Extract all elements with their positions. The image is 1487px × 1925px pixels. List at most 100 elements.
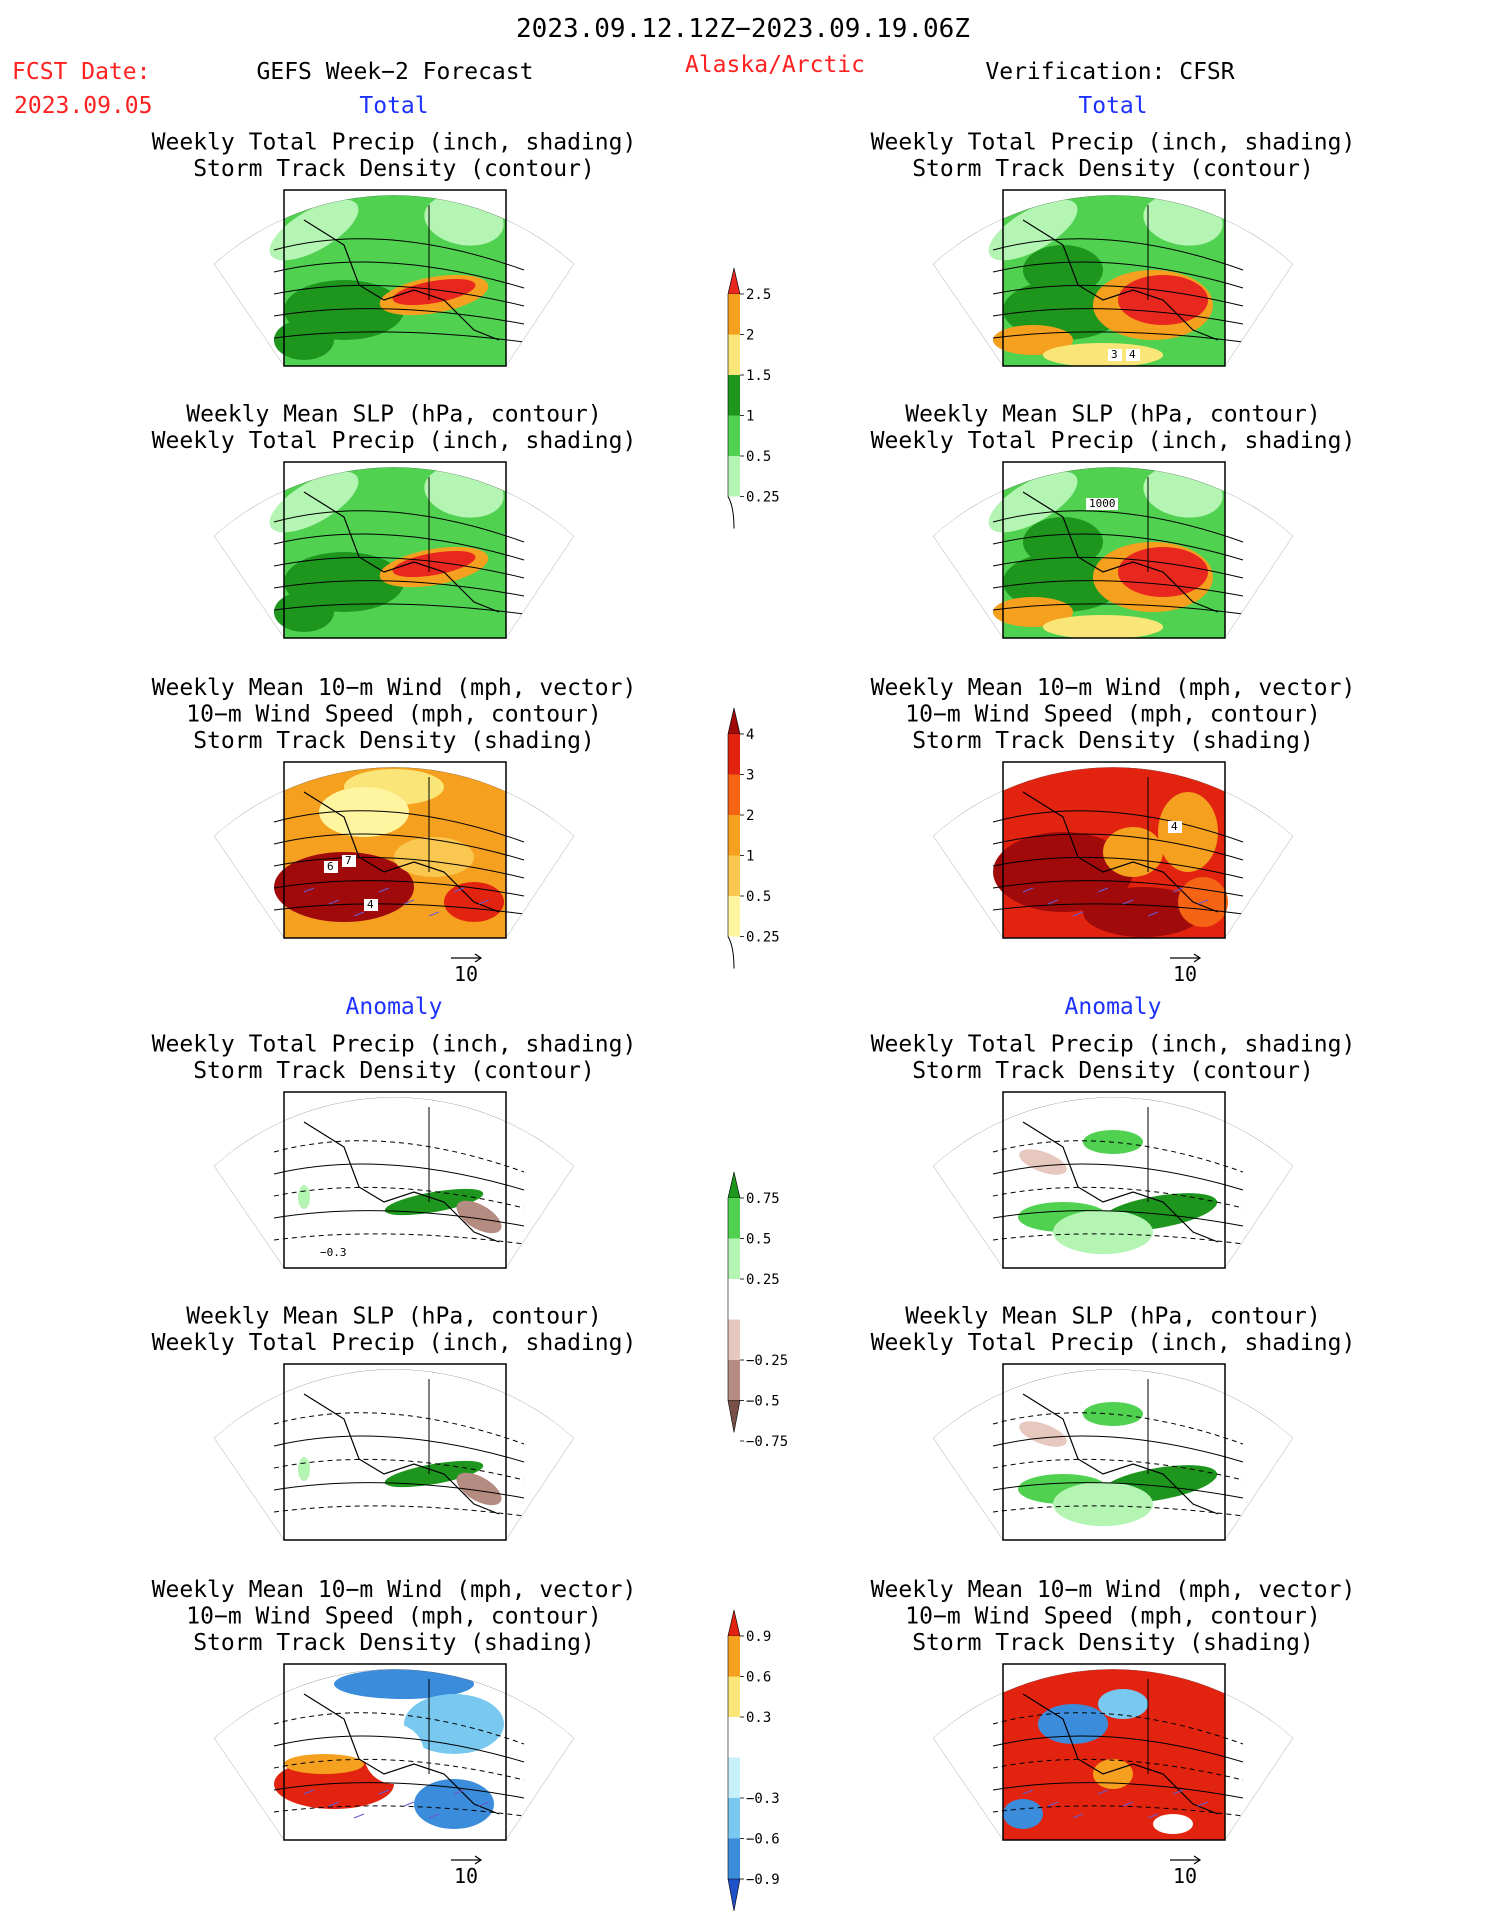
panel-title: Storm Track Density (contour): [193, 156, 595, 182]
colorbar-anom-storm: 0.9 0.6 0.3 −0.3 −0.6 −0.9: [727, 1609, 780, 1912]
colorbar-tick-label: 1: [746, 409, 754, 425]
colorbar-tick-label: −0.75: [746, 1434, 788, 1450]
map-panel: Weekly Mean SLP (hPa, contour)Weekly Tot…: [871, 402, 1356, 639]
map-panel: Weekly Mean 10−m Wind (mph, vector)10−m …: [152, 675, 637, 986]
map-plot: 4: [933, 761, 1293, 939]
contour-label: 3: [1108, 348, 1122, 361]
contour-label: −0.3: [317, 1246, 349, 1259]
panel-title: Weekly Total Precip (inch, shading): [152, 1032, 637, 1058]
panel-title: Weekly Mean 10−m Wind (mph, vector): [152, 1577, 637, 1603]
section-anomaly-right: Anomaly: [1065, 994, 1162, 1020]
contour-label: 1000: [1086, 497, 1118, 510]
colorbar-total-storm: 4 3 2 1 0.5 0.25: [727, 707, 780, 969]
map-plot: [933, 1663, 1293, 1841]
panel-title: Weekly Mean SLP (hPa, contour): [905, 402, 1320, 428]
colorbar-tick-label: −0.9: [746, 1872, 780, 1888]
map-plot: [214, 1363, 574, 1541]
verification-title: Verification: CFSR: [985, 59, 1234, 85]
svg-text:4: 4: [367, 898, 374, 911]
panel-title: Storm Track Density (shading): [912, 1630, 1314, 1656]
colorbar-tick-label: 0.75: [746, 1191, 780, 1207]
map-panel: Weekly Mean 10−m Wind (mph, vector)10−m …: [152, 1577, 637, 1888]
panel-title: Weekly Mean SLP (hPa, contour): [186, 402, 601, 428]
panel-title: 10−m Wind Speed (mph, contour): [905, 1604, 1320, 1630]
colorbar-tick-label: 1.5: [746, 368, 771, 384]
map-panel: Weekly Mean SLP (hPa, contour)Weekly Tot…: [871, 1304, 1356, 1541]
colorbar-tick-label: 2: [746, 328, 754, 344]
panel-title: Weekly Total Precip (inch, shading): [871, 130, 1356, 156]
vector-ref-label: 10: [454, 1864, 478, 1888]
contour-label: 4: [1126, 348, 1140, 361]
svg-text:7: 7: [345, 854, 352, 867]
panel-title: Storm Track Density (contour): [912, 156, 1314, 182]
panel-title: Weekly Total Precip (inch, shading): [152, 130, 637, 156]
svg-text:3: 3: [1111, 348, 1118, 361]
panel-title: 10−m Wind Speed (mph, contour): [186, 1604, 601, 1630]
contour-label: 4: [1168, 820, 1182, 833]
colorbar-tick-label: 0.25: [746, 490, 780, 506]
colorbar-tick-label: 1: [746, 849, 754, 865]
section-anomaly-left: Anomaly: [346, 994, 443, 1020]
colorbar-tick-label: 0.5: [746, 449, 771, 465]
map-plot: −0.3: [214, 1091, 574, 1269]
map-panel: Weekly Total Precip (inch, shading)Storm…: [152, 130, 637, 367]
colorbar-anom-precip: 0.75 0.5 0.25 −0.25 −0.5 −0.75: [727, 1171, 788, 1450]
map-plot: 6 7 4: [214, 761, 574, 939]
colorbar-tick-label: 0.25: [746, 930, 780, 946]
colorbar-tick-label: −0.25: [746, 1353, 788, 1369]
date-range-title: 2023.09.12.12Z−2023.09.19.06Z: [516, 14, 970, 44]
map-frame: [283, 1091, 507, 1269]
colorbar-tick-label: 4: [746, 727, 754, 743]
map-frame: [1002, 1363, 1226, 1541]
vector-ref-label: 10: [1173, 962, 1197, 986]
colorbar-tick-label: 0.6: [746, 1670, 771, 1686]
map-plot: [933, 1363, 1293, 1541]
fcst-date-label: FCST Date:: [12, 59, 150, 85]
panel-title: Weekly Total Precip (inch, shading): [871, 428, 1356, 454]
map-plot: [214, 1663, 574, 1841]
map-plot: [933, 1091, 1293, 1269]
map-panel: Weekly Total Precip (inch, shading)Storm…: [152, 1032, 637, 1269]
panels: Weekly Total Precip (inch, shading)Storm…: [152, 130, 1356, 1889]
map-frame: [1002, 189, 1226, 367]
map-plot: [214, 189, 574, 367]
svg-text:6: 6: [327, 860, 334, 873]
map-frame: [283, 1363, 507, 1541]
contour-label: 7: [342, 854, 356, 867]
map-frame: [283, 1663, 507, 1841]
colorbar-tick-label: 2: [746, 808, 754, 824]
panel-title: Weekly Total Precip (inch, shading): [152, 1330, 637, 1356]
colorbar-tick-label: 0.9: [746, 1629, 771, 1645]
map-frame: [283, 761, 507, 939]
map-plot: 1000: [933, 461, 1293, 639]
colorbar-tick-label: 0.25: [746, 1272, 780, 1288]
region-title: Alaska/Arctic: [685, 52, 865, 78]
map-frame: [1002, 761, 1226, 939]
colorbar-tick-label: 3: [746, 768, 754, 784]
vector-ref-label: 10: [1173, 1864, 1197, 1888]
panel-title: Storm Track Density (shading): [193, 728, 595, 754]
panel-title: Weekly Total Precip (inch, shading): [871, 1032, 1356, 1058]
map-plot: [214, 461, 574, 639]
colorbar-tick-label: 2.5: [746, 287, 771, 303]
colorbar-tick-label: −0.6: [746, 1832, 780, 1848]
panel-title: Storm Track Density (shading): [193, 1630, 595, 1656]
section-total-right: Total: [1078, 93, 1147, 119]
svg-text:4: 4: [1171, 820, 1178, 833]
panel-title: Weekly Mean 10−m Wind (mph, vector): [871, 675, 1356, 701]
svg-text:4: 4: [1129, 348, 1136, 361]
panel-title: Weekly Total Precip (inch, shading): [152, 428, 637, 454]
panel-title: Weekly Total Precip (inch, shading): [871, 1330, 1356, 1356]
svg-text:1000: 1000: [1089, 497, 1116, 510]
colorbar-tick-label: 0.5: [746, 1232, 771, 1248]
colorbar-tick-label: −0.3: [746, 1791, 780, 1807]
map-panel: Weekly Total Precip (inch, shading)Storm…: [871, 130, 1356, 367]
panel-title: Weekly Mean SLP (hPa, contour): [186, 1304, 601, 1330]
colorbar-tick-label: −0.5: [746, 1394, 780, 1410]
vector-ref-label: 10: [454, 962, 478, 986]
forecast-title: GEFS Week−2 Forecast: [257, 59, 534, 85]
panel-title: Storm Track Density (contour): [912, 1058, 1314, 1084]
map-panel: Weekly Mean SLP (hPa, contour)Weekly Tot…: [152, 402, 637, 639]
